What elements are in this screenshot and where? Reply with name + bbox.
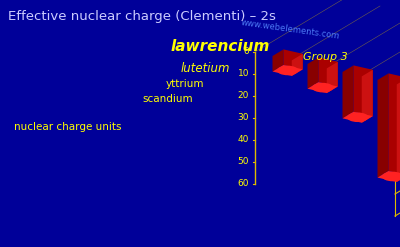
Ellipse shape — [382, 172, 400, 181]
Ellipse shape — [277, 66, 298, 75]
Ellipse shape — [312, 83, 333, 92]
Text: 0: 0 — [243, 47, 249, 57]
Text: 40: 40 — [238, 136, 249, 144]
Polygon shape — [284, 49, 303, 69]
Text: 30: 30 — [238, 114, 249, 123]
Text: 20: 20 — [238, 91, 249, 101]
Polygon shape — [308, 82, 338, 93]
Polygon shape — [362, 70, 373, 123]
Polygon shape — [272, 49, 284, 72]
Polygon shape — [354, 65, 373, 116]
Polygon shape — [378, 73, 388, 178]
Polygon shape — [397, 78, 400, 182]
Polygon shape — [292, 54, 303, 76]
Polygon shape — [342, 65, 354, 118]
Text: lawrencium: lawrencium — [170, 40, 270, 55]
Text: 60: 60 — [238, 180, 249, 188]
Text: scandium: scandium — [143, 94, 193, 104]
Text: www.webelements.com: www.webelements.com — [240, 18, 340, 41]
Text: Effective nuclear charge (Clementi) – 2s: Effective nuclear charge (Clementi) – 2s — [8, 10, 276, 23]
Polygon shape — [327, 62, 338, 93]
Polygon shape — [318, 57, 338, 86]
Text: lutetium: lutetium — [180, 62, 230, 76]
Polygon shape — [272, 65, 303, 76]
Polygon shape — [388, 73, 400, 175]
Ellipse shape — [347, 112, 368, 122]
Polygon shape — [342, 112, 373, 123]
Text: 50: 50 — [238, 158, 249, 166]
Text: Group 3: Group 3 — [303, 52, 347, 62]
Polygon shape — [308, 57, 318, 89]
Polygon shape — [378, 171, 400, 182]
Text: 10: 10 — [238, 69, 249, 79]
Text: yttrium: yttrium — [166, 79, 204, 89]
Text: nuclear charge units: nuclear charge units — [14, 122, 122, 132]
